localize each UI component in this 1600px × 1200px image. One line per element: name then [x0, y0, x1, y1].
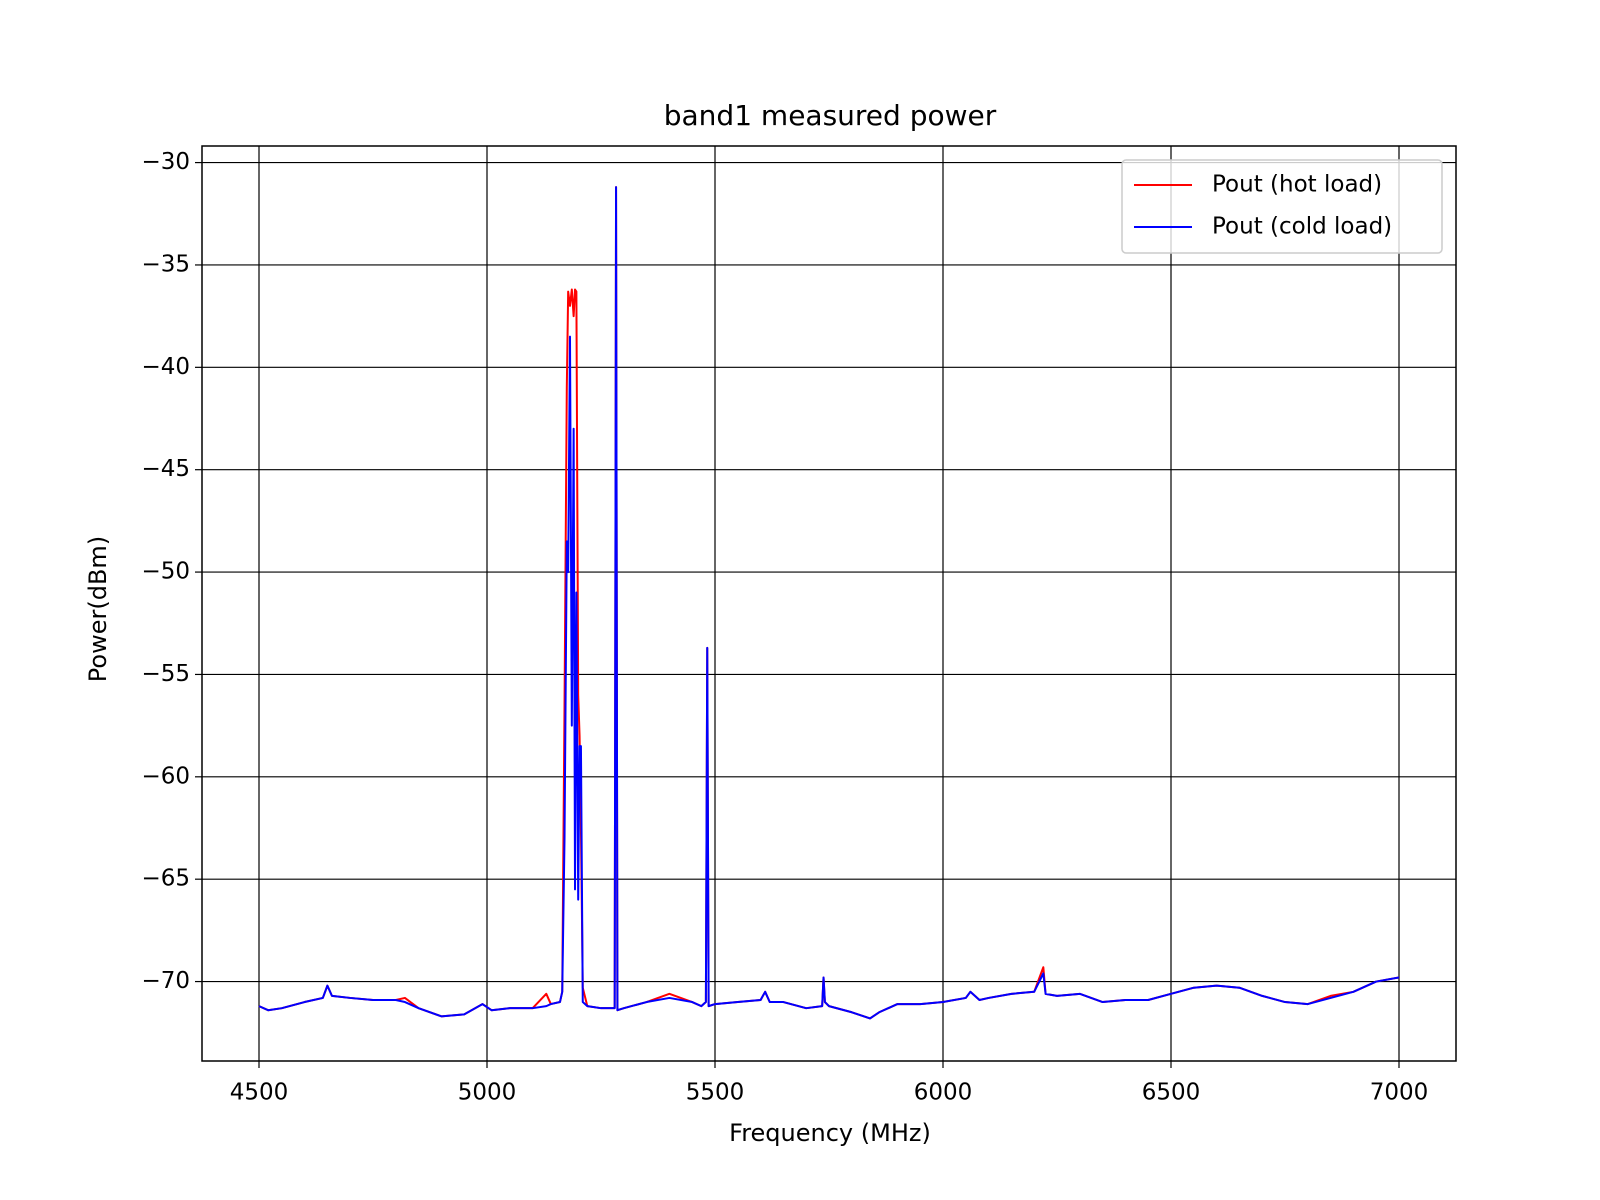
y-tick-label: −65 — [141, 866, 190, 892]
x-tick-label: 6500 — [1142, 1080, 1201, 1106]
x-tick-label: 7000 — [1370, 1080, 1429, 1106]
chart-title: band1 measured power — [664, 99, 997, 132]
y-axis-label: Power(dBm) — [84, 536, 112, 682]
legend-box — [1121, 159, 1443, 254]
x-axis-label: Frequency (MHz) — [729, 1119, 931, 1147]
y-tick-label: −55 — [141, 661, 190, 687]
y-tick-label: −45 — [141, 456, 190, 482]
x-tick-label: 5000 — [458, 1080, 517, 1106]
y-tick-label: −70 — [141, 968, 190, 994]
legend-label: Pout (cold load) — [1212, 214, 1392, 240]
data-line — [258, 186, 1400, 1020]
x-tick-label: 5500 — [686, 1080, 745, 1106]
y-tick-label: −35 — [141, 251, 190, 277]
y-tick-label: −60 — [141, 763, 190, 789]
plot-frame — [201, 145, 1457, 1062]
y-tick-label: −40 — [141, 354, 190, 380]
x-tick-label: 6000 — [914, 1080, 973, 1106]
data-line — [258, 186, 1400, 1020]
y-tick-label: −50 — [141, 559, 190, 585]
y-tick-label: −30 — [141, 149, 190, 175]
legend-label: Pout (hot load) — [1212, 172, 1382, 198]
x-tick-label: 4500 — [230, 1080, 289, 1106]
